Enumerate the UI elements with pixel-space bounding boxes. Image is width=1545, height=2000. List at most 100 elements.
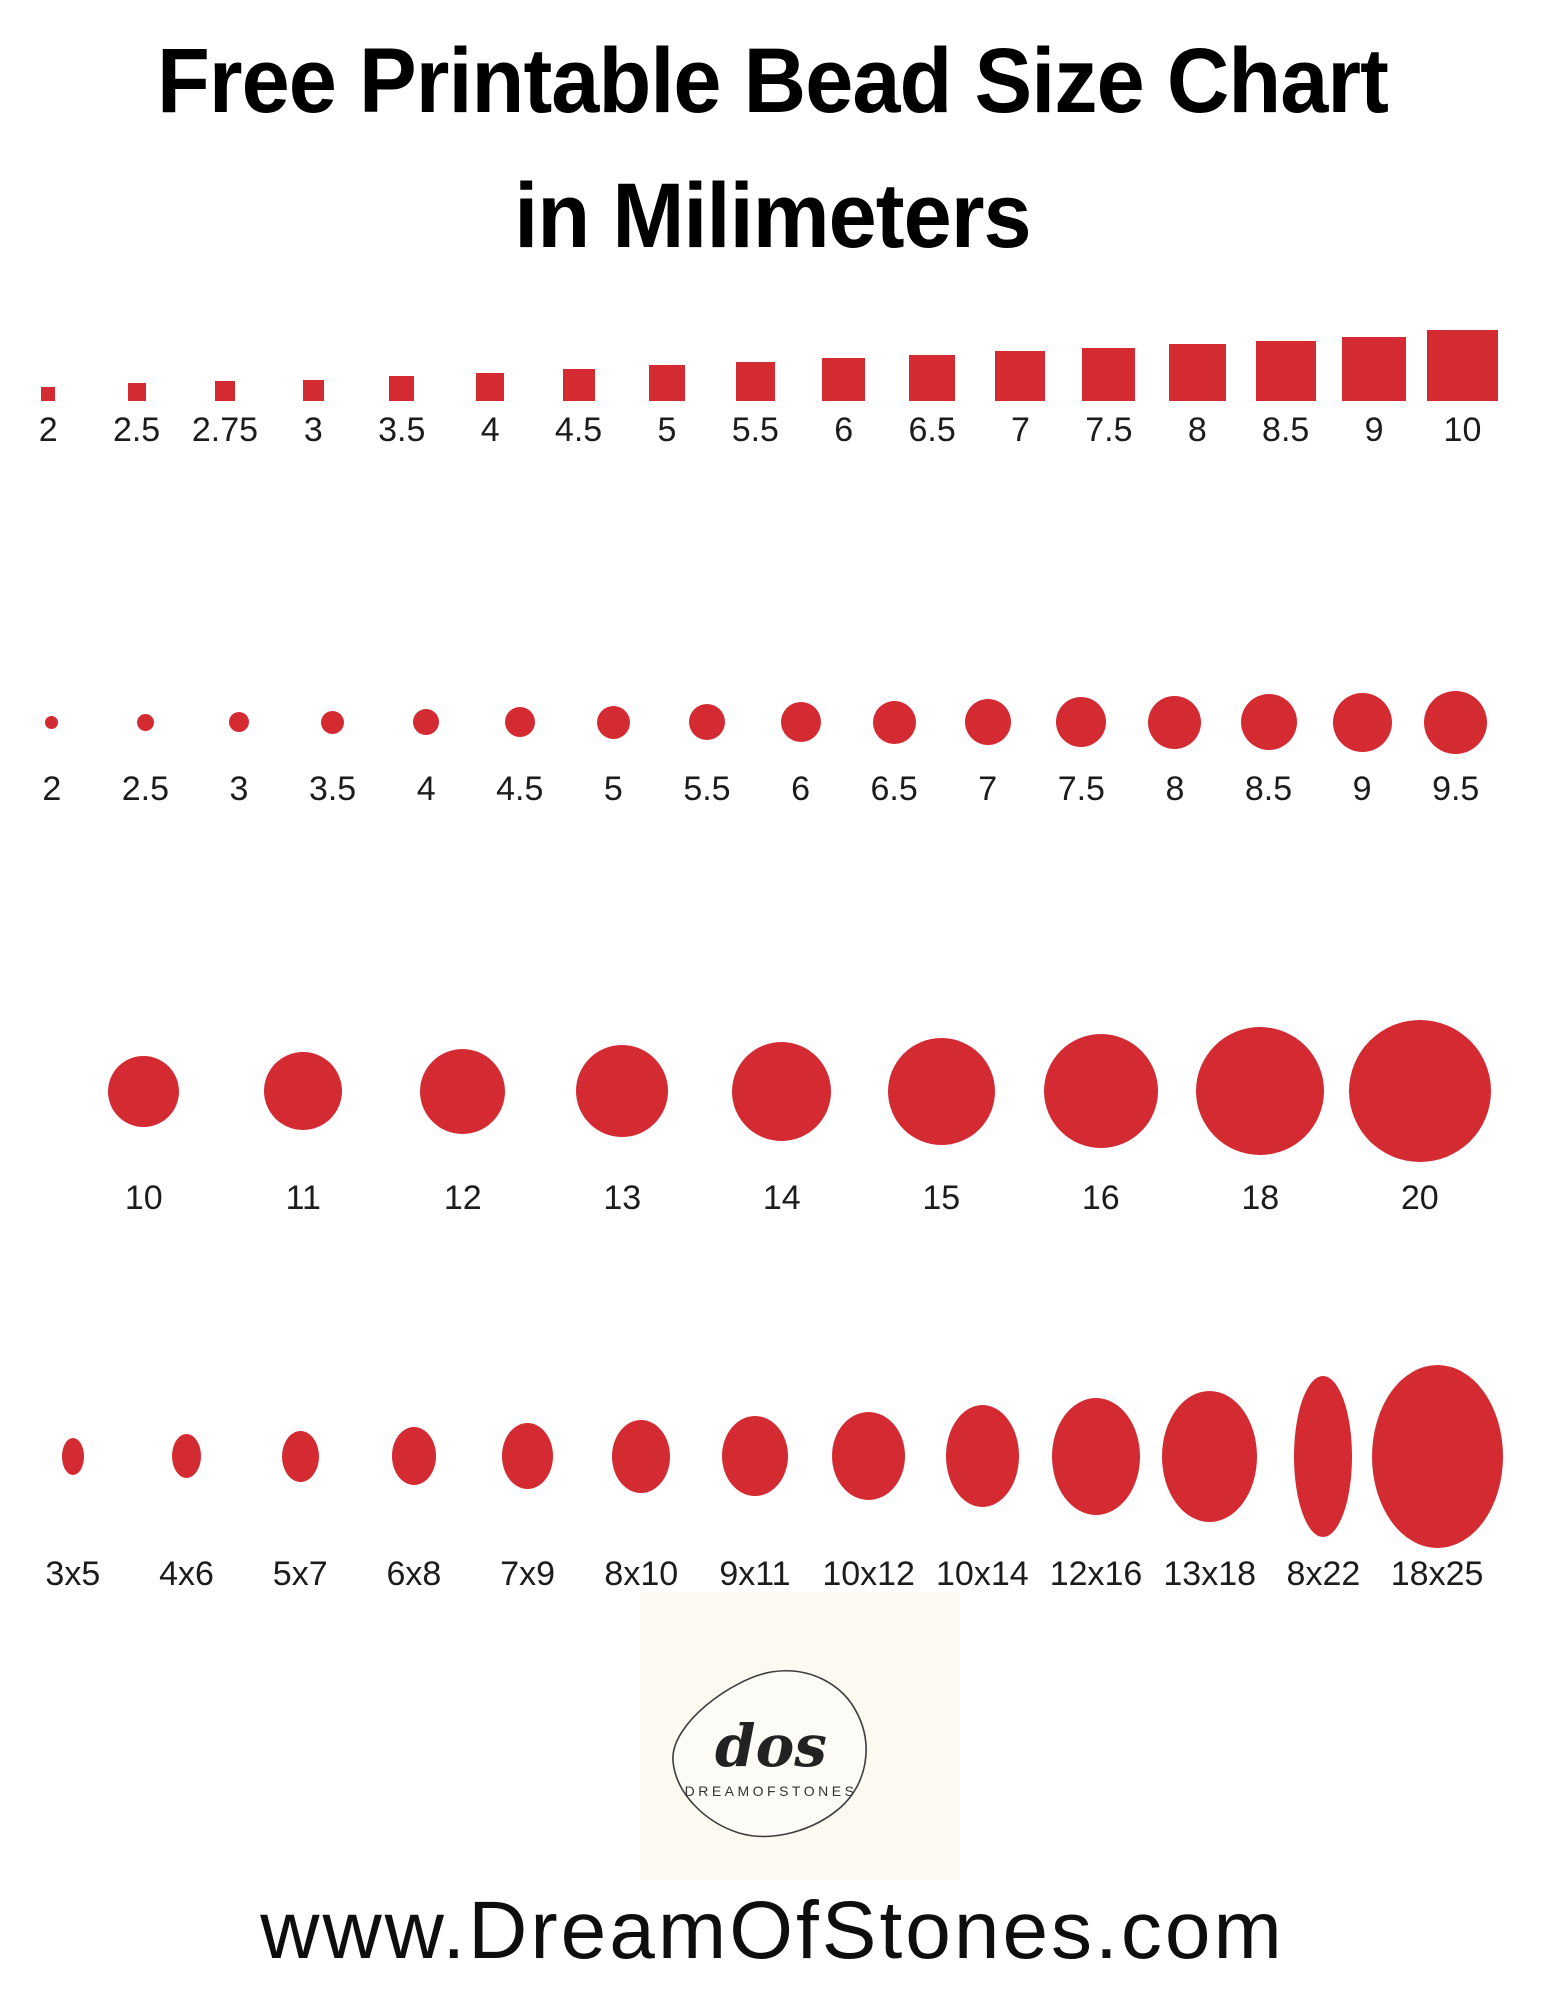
- bead-size-label: 7.5: [1057, 770, 1105, 808]
- bead-circle: [1148, 695, 1202, 749]
- bead-size-label: 3: [229, 770, 249, 808]
- bead-circle: [1348, 1020, 1491, 1162]
- bead-square: [1426, 330, 1498, 401]
- bead-shape-area: [964, 689, 1011, 755]
- bead-square: [127, 383, 146, 401]
- bead-item-2: 2: [4, 330, 92, 450]
- bead-item-5.5: 5.5: [660, 689, 754, 809]
- bead-shape-area: [45, 689, 59, 755]
- bead-item-8: 8: [1153, 330, 1241, 450]
- bead-size-label: 5: [657, 411, 677, 449]
- bead-circle: [780, 702, 821, 742]
- bead-shape-area: [1168, 330, 1226, 401]
- bead-item-7.5: 7.5: [1065, 330, 1153, 450]
- bead-item-2.5: 2.5: [99, 689, 193, 809]
- bead-item-12: 12: [383, 1020, 543, 1218]
- bead-shape-area: [562, 330, 595, 401]
- bead-item-4: 4: [446, 330, 534, 450]
- bead-shape-area: [41, 330, 56, 401]
- bead-shape-area: [832, 1365, 906, 1547]
- bead-row-ovals: 3x5 4x6 5x7 6x8 7x9 8x10 9x11 10x12 10x14 12x16 13…: [16, 1364, 1503, 1594]
- bead-size-label: 6.5: [908, 411, 956, 449]
- bead-square: [648, 365, 685, 401]
- bead-square: [302, 380, 324, 401]
- bead-shape-area: [214, 330, 235, 401]
- bead-circle: [1240, 694, 1297, 750]
- bead-circle: [136, 713, 154, 731]
- bead-oval: [281, 1430, 319, 1482]
- bead-item-3: 3: [192, 689, 286, 809]
- bead-shape-area: [136, 689, 154, 755]
- bead-shape-area: [1424, 689, 1488, 755]
- bead-shape-area: [172, 1365, 202, 1547]
- bead-item-5: 5: [567, 689, 661, 809]
- bead-item-2.75: 2.75: [181, 330, 269, 450]
- bead-size-label: 3.5: [308, 770, 357, 808]
- bead-square: [389, 376, 415, 401]
- bead-shape-area: [822, 330, 866, 401]
- bead-size-label: 15: [922, 1179, 961, 1217]
- bead-size-label: 3.5: [378, 411, 426, 449]
- bead-circle: [321, 710, 345, 734]
- bead-circle: [1043, 1034, 1158, 1148]
- bead-size-label: 8.5: [1262, 411, 1310, 449]
- bead-circle: [228, 712, 249, 732]
- bead-size-label: 5.5: [683, 770, 731, 808]
- brand-logo: dos DREAMOFSTONES: [672, 1670, 867, 1838]
- bead-item-2: 2: [5, 689, 99, 809]
- bead-size-label: 18: [1241, 1179, 1280, 1217]
- bead-oval: [61, 1437, 84, 1475]
- bead-square: [995, 351, 1046, 401]
- bead-size-label: 8.5: [1244, 770, 1293, 808]
- bead-item-3x5: 3x5: [16, 1365, 130, 1594]
- bead-shape-area: [391, 1365, 436, 1547]
- bead-row-small-rounds: 2 2.5 3 3.5 4 4.5 5 5.5 6 6.5 7 7.5 8 8.5 9 9.5: [5, 689, 1503, 809]
- bead-circle: [576, 1045, 669, 1137]
- bead-shape-area: [504, 689, 535, 755]
- bead-circle: [964, 699, 1011, 745]
- bead-item-9: 9: [1330, 330, 1418, 450]
- bead-shape-area: [909, 330, 956, 401]
- bead-shape-area: [1056, 689, 1107, 755]
- bead-item-10x14: 10x14: [926, 1365, 1040, 1594]
- bead-square: [822, 358, 866, 401]
- bead-item-7: 7: [941, 689, 1035, 809]
- bead-oval: [172, 1434, 202, 1478]
- bead-square: [909, 355, 956, 401]
- bead-size-label: 8: [1187, 411, 1207, 449]
- bead-square: [1342, 337, 1407, 401]
- title-line-1: Free Printable Bead Size Chart: [157, 30, 1389, 132]
- bead-oval: [832, 1412, 906, 1500]
- bead-item-5: 5: [623, 330, 711, 450]
- bead-oval: [721, 1416, 788, 1496]
- bead-oval: [1052, 1397, 1141, 1515]
- bead-shape-area: [887, 1020, 995, 1162]
- bead-size-label: 10x12: [822, 1555, 915, 1593]
- bead-item-3: 3: [269, 330, 357, 450]
- bead-shape-area: [1148, 689, 1202, 755]
- bead-size-label: 16: [1081, 1179, 1120, 1217]
- bead-size-label: 4x6: [159, 1555, 214, 1593]
- bead-item-9: 9: [1315, 689, 1409, 809]
- bead-item-8.5: 8.5: [1241, 330, 1329, 450]
- bead-circle: [1196, 1027, 1325, 1155]
- bead-circle: [1332, 692, 1392, 752]
- bead-size-label: 4: [480, 411, 500, 449]
- bead-item-2.5: 2.5: [92, 330, 180, 450]
- bead-size-label: 4.5: [496, 770, 544, 808]
- bead-shape-area: [302, 330, 324, 401]
- bead-item-8x22: 8x22: [1267, 1365, 1381, 1594]
- bead-item-4.5: 4.5: [473, 689, 567, 809]
- bead-item-15: 15: [862, 1020, 1022, 1218]
- bead-item-4.5: 4.5: [534, 330, 622, 450]
- bead-size-label: 9: [1364, 411, 1384, 449]
- bead-shape-area: [1371, 1364, 1503, 1548]
- bead-item-18x25: 18x25: [1371, 1364, 1503, 1594]
- bead-size-label: 8x22: [1286, 1555, 1361, 1593]
- bead-row-squares: 2 2.5 2.75 3 3.5 4 4.5 5 5.5 6 6.5 7 7.5 8 8.5 9 10: [4, 330, 1507, 450]
- bead-item-18: 18: [1181, 1020, 1341, 1218]
- bead-circle: [732, 1041, 832, 1141]
- bead-item-4x6: 4x6: [130, 1365, 244, 1594]
- bead-size-label: 9x11: [719, 1555, 791, 1593]
- bead-shape-area: [995, 330, 1046, 401]
